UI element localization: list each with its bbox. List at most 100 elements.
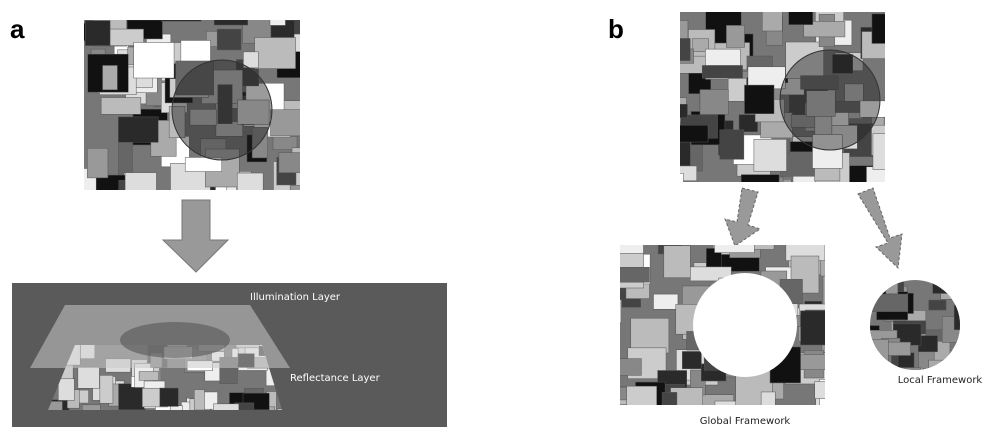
patch bbox=[680, 124, 709, 143]
patch bbox=[690, 266, 732, 282]
patch bbox=[293, 33, 300, 52]
patch bbox=[767, 178, 792, 182]
patch bbox=[814, 381, 825, 399]
patch bbox=[932, 281, 952, 294]
patch bbox=[680, 173, 684, 182]
patch bbox=[738, 114, 758, 132]
arrow bbox=[724, 187, 762, 247]
shadow-ellipse bbox=[120, 322, 230, 358]
patch bbox=[161, 20, 202, 22]
patch bbox=[254, 37, 296, 69]
patch bbox=[620, 358, 642, 376]
patch bbox=[168, 105, 186, 139]
mondrian-a bbox=[84, 20, 300, 190]
layer-label: Reflectance Layer bbox=[290, 373, 381, 384]
patch bbox=[870, 339, 889, 363]
panel-label: b bbox=[608, 14, 624, 44]
patch bbox=[626, 385, 657, 405]
arrow bbox=[857, 187, 903, 270]
patch bbox=[243, 51, 259, 69]
shadow-circle bbox=[171, 59, 273, 161]
patch bbox=[680, 139, 691, 166]
patch bbox=[620, 267, 650, 283]
patch bbox=[726, 25, 745, 48]
patch bbox=[744, 84, 775, 114]
patch bbox=[193, 389, 205, 410]
patch bbox=[100, 97, 142, 115]
patch bbox=[124, 172, 157, 190]
patch bbox=[883, 97, 885, 133]
patch bbox=[269, 20, 286, 26]
patch bbox=[99, 375, 114, 404]
patch bbox=[237, 99, 270, 125]
patch bbox=[276, 408, 282, 410]
framework-label: Global Framework bbox=[700, 416, 791, 427]
patch bbox=[234, 402, 255, 410]
patch bbox=[118, 139, 133, 178]
patch bbox=[661, 392, 678, 405]
patch bbox=[872, 293, 909, 312]
patch bbox=[298, 46, 300, 63]
patch bbox=[819, 379, 825, 405]
patch bbox=[928, 299, 947, 311]
cutout bbox=[693, 273, 797, 377]
patch bbox=[753, 139, 787, 172]
mondrian-b bbox=[680, 12, 885, 182]
patch bbox=[744, 245, 775, 250]
patch bbox=[102, 65, 118, 91]
patch bbox=[58, 378, 75, 401]
patch bbox=[788, 12, 813, 25]
patch bbox=[213, 403, 240, 410]
patch bbox=[682, 351, 702, 370]
patch bbox=[217, 84, 233, 124]
patch bbox=[803, 21, 846, 38]
patch bbox=[871, 13, 885, 44]
framework-label: Local Framework bbox=[898, 375, 983, 386]
patch bbox=[213, 20, 248, 26]
panel-label: a bbox=[10, 14, 25, 44]
patch bbox=[714, 400, 740, 405]
patch bbox=[680, 103, 688, 118]
patch bbox=[701, 65, 743, 79]
patch bbox=[118, 116, 159, 143]
patch bbox=[719, 129, 745, 160]
shadow-circle bbox=[779, 49, 881, 151]
patch bbox=[953, 304, 960, 331]
patch bbox=[189, 109, 217, 126]
patch bbox=[680, 38, 691, 61]
patch bbox=[714, 245, 755, 253]
patch bbox=[785, 41, 824, 79]
patch bbox=[691, 38, 709, 52]
patch bbox=[270, 109, 300, 137]
patch bbox=[630, 317, 670, 354]
patch bbox=[77, 366, 100, 389]
patch bbox=[663, 245, 691, 278]
patch bbox=[727, 78, 747, 102]
patch bbox=[885, 280, 899, 295]
patch bbox=[760, 391, 776, 405]
patch bbox=[175, 60, 214, 96]
patch bbox=[699, 89, 729, 115]
patch bbox=[812, 134, 843, 169]
patch bbox=[85, 20, 111, 46]
patch bbox=[957, 353, 960, 370]
patch bbox=[806, 90, 836, 117]
patch bbox=[870, 353, 884, 370]
patch bbox=[289, 185, 300, 190]
patch bbox=[87, 147, 109, 179]
patch bbox=[620, 299, 622, 324]
patch bbox=[832, 54, 853, 74]
patch bbox=[653, 293, 679, 310]
patch bbox=[887, 341, 911, 356]
patch bbox=[800, 75, 839, 90]
patch bbox=[822, 274, 825, 307]
patch bbox=[159, 387, 179, 407]
patch bbox=[740, 174, 780, 182]
patch bbox=[138, 371, 159, 381]
patch bbox=[236, 172, 264, 190]
patch bbox=[133, 42, 175, 79]
patch bbox=[872, 133, 885, 170]
patch bbox=[761, 12, 783, 32]
